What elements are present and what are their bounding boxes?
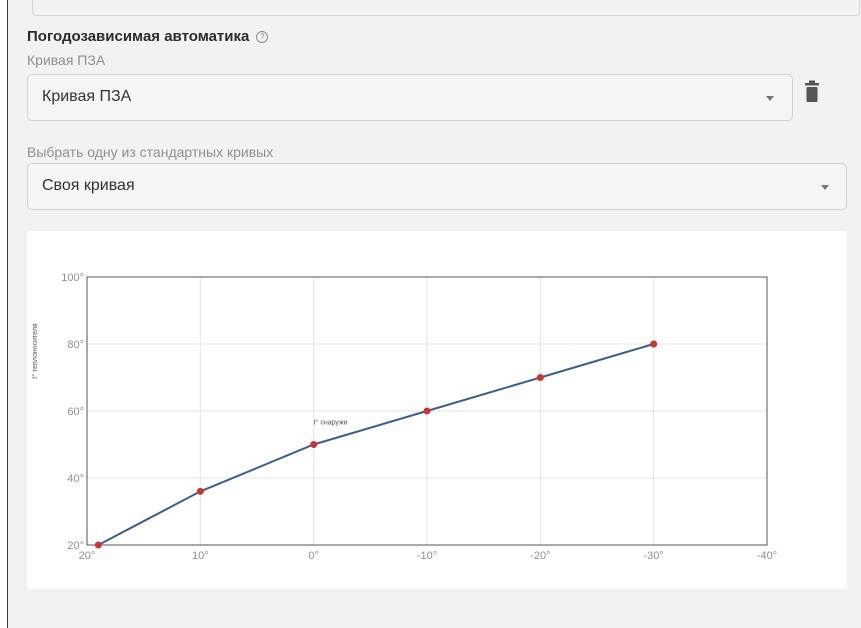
standard-select-value: Своя кривая (42, 177, 135, 194)
curve-point (650, 340, 658, 348)
question-circle-icon[interactable]: ? (256, 30, 269, 43)
curve-chart: 20° 40° 60° 80° 100° 20° 10° 0° -10° -20° -30° -40°… (27, 231, 847, 589)
curve-point (310, 441, 318, 448)
y-tick-label: 20° (67, 540, 84, 552)
y-tick-label: 60° (67, 406, 84, 418)
curve-point (536, 374, 544, 381)
plot-area-border (86, 276, 768, 546)
section-title-text: Погодозависимая автоматика (27, 28, 250, 45)
standard-field-label: Выбрать одну из стандартных кривых (27, 144, 274, 160)
chevron-down-icon (766, 96, 774, 101)
curve-line (97, 343, 654, 546)
curve-point (423, 407, 431, 415)
x-tick-label: 20° (79, 550, 96, 562)
previous-field-edge[interactable] (32, 0, 860, 16)
x-tick-label: 10° (192, 550, 209, 562)
standard-curve-select[interactable]: Своя кривая (27, 163, 847, 210)
x-tick-label: -40° (757, 550, 777, 562)
x-tick-label: 0° (308, 550, 319, 562)
curve-chart-svg: 20° 40° 60° 80° 100° 20° 10° 0° -10° -20° -30° -40°… (31, 272, 777, 562)
curve-point (196, 487, 204, 495)
curve-point (94, 541, 102, 549)
x-axis-title: t° снаружи (314, 418, 348, 426)
y-axis-title: t° теплоносителя (31, 323, 39, 379)
x-tick-label: -20° (530, 550, 550, 562)
chevron-down-icon (821, 185, 829, 190)
curve-select[interactable]: Кривая ПЗА (27, 74, 793, 121)
y-tick-label: 80° (67, 339, 84, 351)
curve-select-value: Кривая ПЗА (42, 88, 132, 105)
x-tick-label: -10° (417, 550, 437, 562)
y-tick-label: 40° (67, 473, 84, 485)
y-tick-label: 100° (61, 272, 84, 284)
trash-icon[interactable] (804, 79, 820, 103)
x-tick-label: -30° (644, 550, 664, 562)
section-title: Погодозависимая автоматика ? (27, 28, 269, 45)
curve-field-label: Кривая ПЗА (27, 52, 106, 68)
